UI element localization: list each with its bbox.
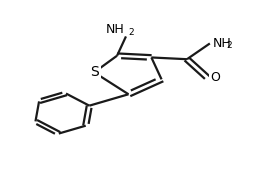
Text: 2: 2 [129,28,134,37]
Text: NH: NH [212,37,231,50]
Text: S: S [90,65,98,79]
Text: NH: NH [106,23,125,36]
Text: 2: 2 [226,41,232,50]
Text: O: O [210,71,220,84]
